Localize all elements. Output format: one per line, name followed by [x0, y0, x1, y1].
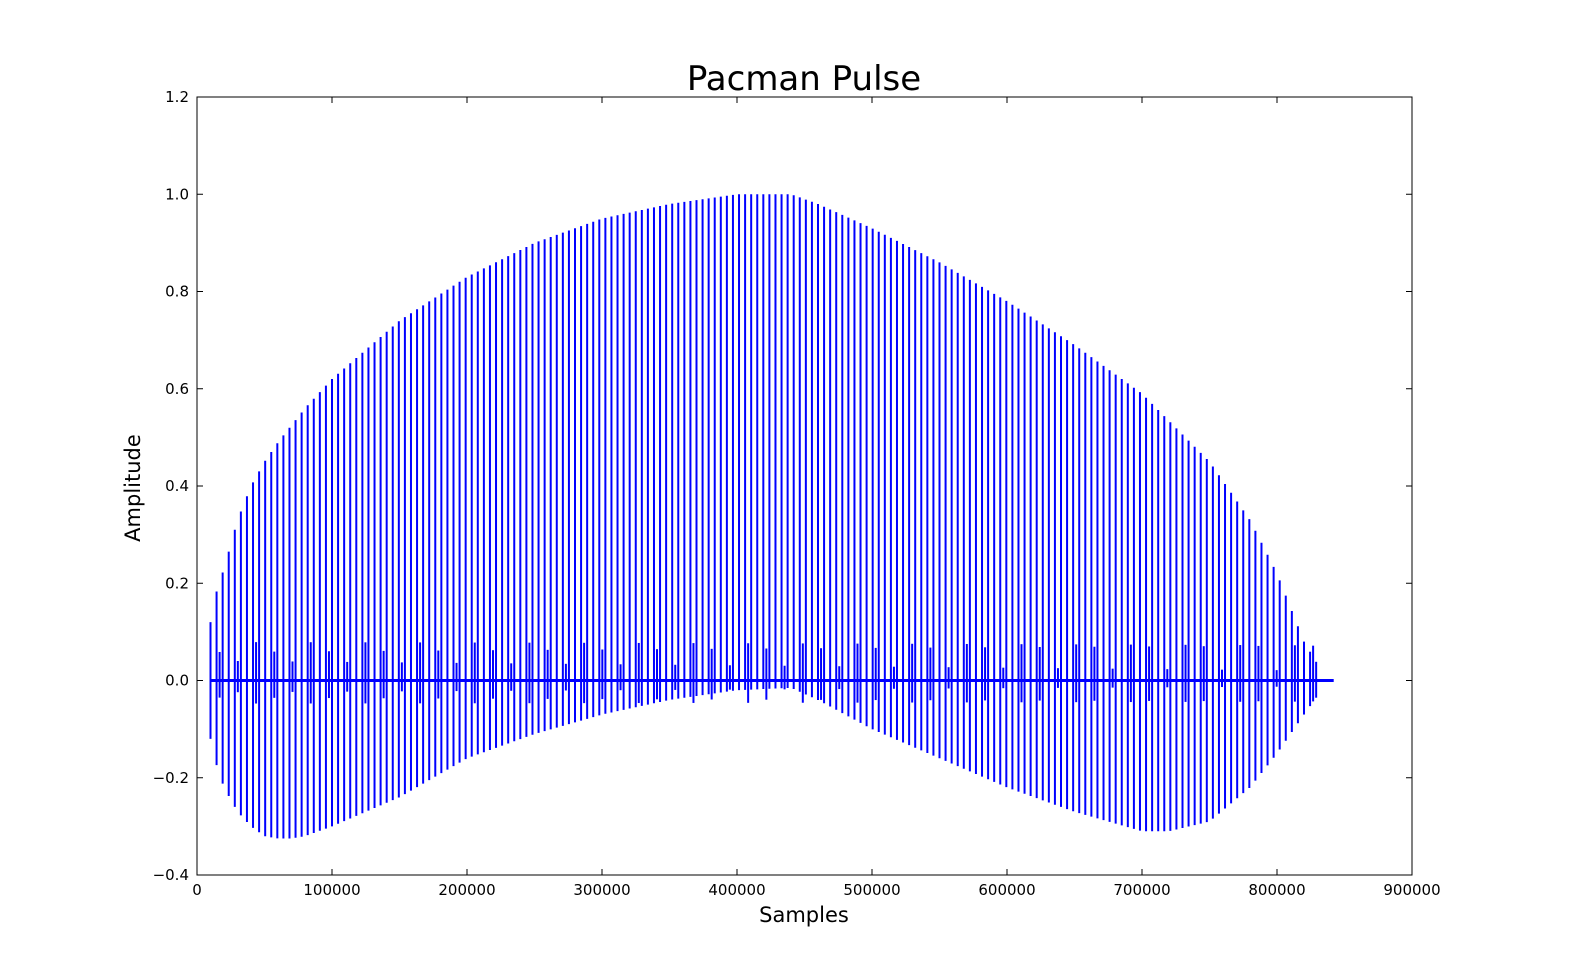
x-tick-label: 600000: [978, 881, 1035, 899]
x-tick-label: 100000: [303, 881, 360, 899]
y-tick-label: 0.0: [165, 672, 189, 690]
x-tick-label: 300000: [573, 881, 630, 899]
y-tick-label: −0.4: [153, 866, 189, 884]
x-tick-label: 800000: [1248, 881, 1305, 899]
pulse-series: [209, 194, 1334, 839]
x-axis-label: Samples: [759, 903, 849, 927]
y-tick-label: 1.2: [165, 88, 189, 106]
y-tick-label: 0.6: [165, 380, 189, 398]
series-layer: [209, 194, 1334, 839]
x-tick-label: 700000: [1113, 881, 1170, 899]
y-tick-label: −0.2: [153, 769, 189, 787]
plot-frame: [196, 96, 1413, 876]
x-tick-label: 200000: [438, 881, 495, 899]
chart-title: Pacman Pulse: [687, 59, 921, 99]
plot-area: [197, 97, 1412, 875]
y-tick-label: 0.8: [165, 283, 189, 301]
y-axis-label: Amplitude: [121, 434, 145, 542]
x-tick-label: 400000: [708, 881, 765, 899]
y-tick-label: 1.0: [165, 185, 189, 203]
x-tick-label: 0: [192, 881, 202, 899]
x-tick-label: 500000: [843, 881, 900, 899]
y-tick-label: 0.2: [165, 574, 189, 592]
y-tick-label: 0.4: [165, 477, 189, 495]
x-tick-label: 900000: [1383, 881, 1440, 899]
